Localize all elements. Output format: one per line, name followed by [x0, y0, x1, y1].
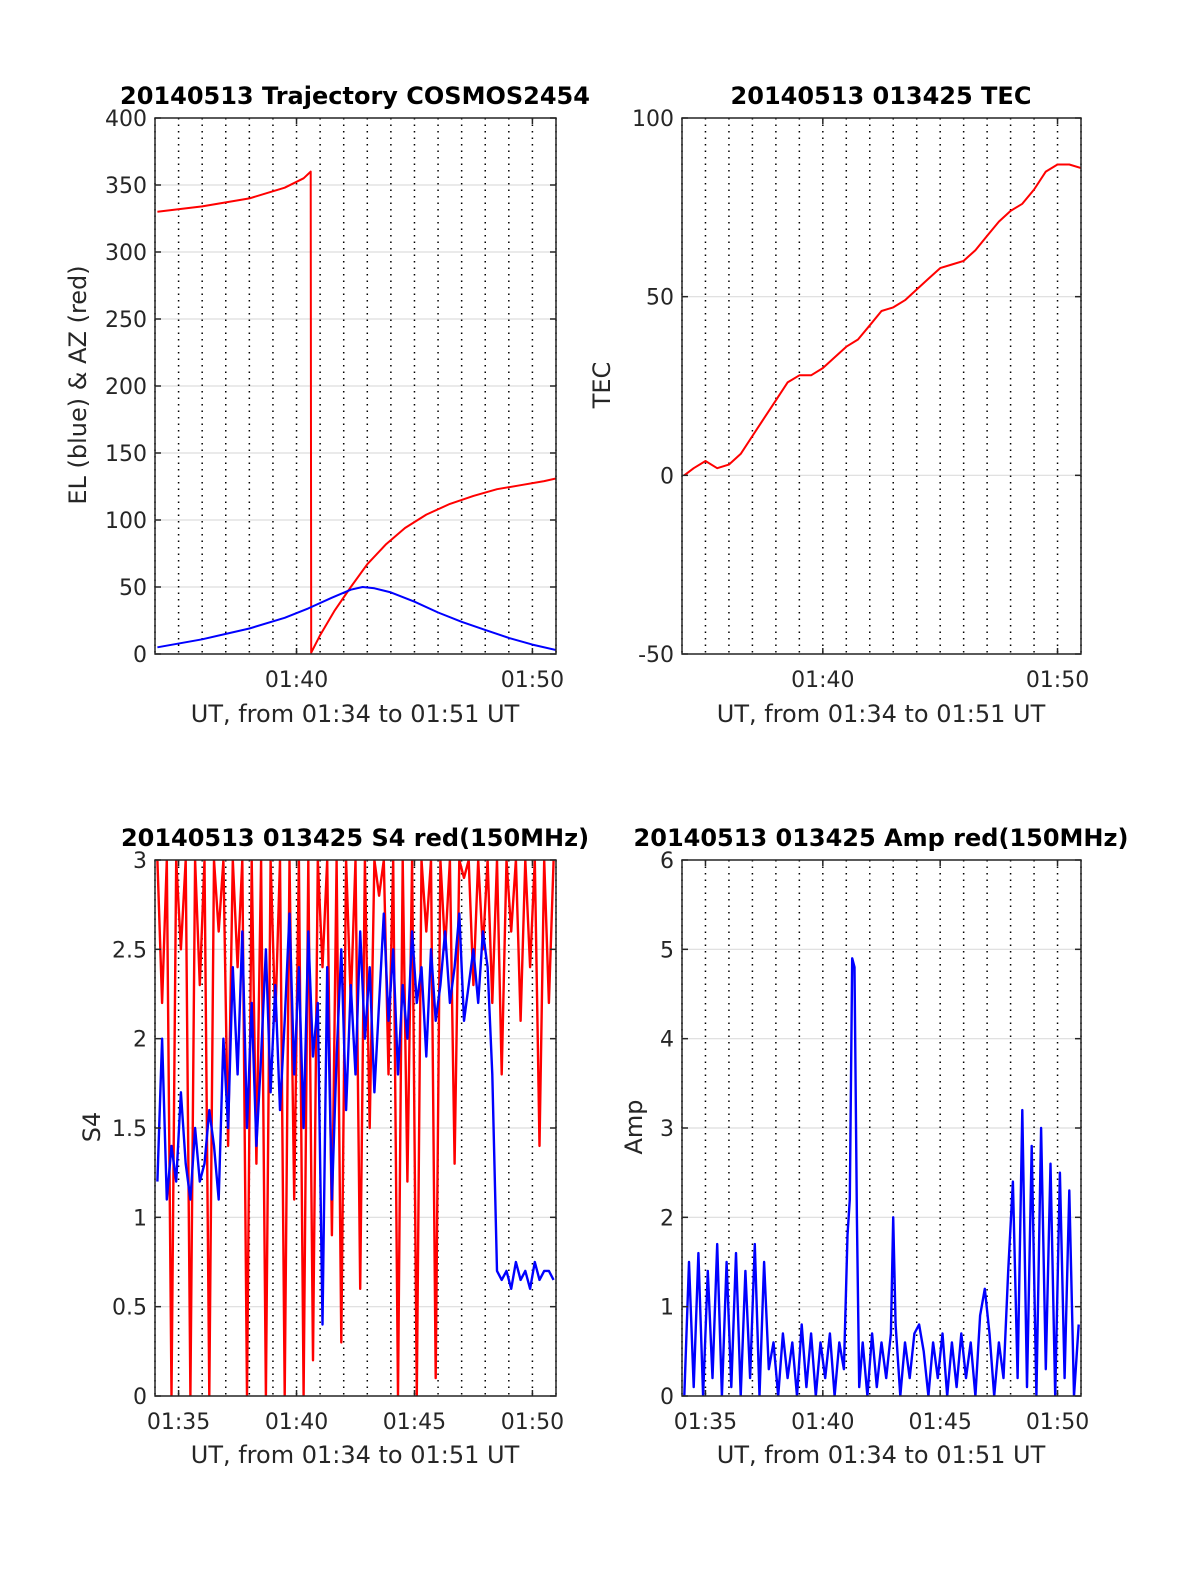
- series-group: [156, 860, 555, 1396]
- y-axis-label: Amp: [620, 1099, 648, 1154]
- y-axis-label: EL (blue) & AZ (red): [64, 265, 92, 504]
- axes-box: [681, 117, 1082, 655]
- plot-area: 0 50 100 150 200 250 300 350 400 01:40 01:50: [105, 107, 564, 693]
- y-tick-label: 100: [105, 509, 147, 534]
- x-axis-label: UT, from 01:34 to 01:51 UT: [191, 700, 520, 728]
- chart-title: 20140513 013425 Amp red(150MHz): [634, 824, 1129, 852]
- chart-title: 20140513 013425 TEC: [731, 82, 1032, 110]
- x-axis-label: UT, from 01:34 to 01:51 UT: [191, 1441, 520, 1469]
- x-axis-label: UT, from 01:34 to 01:51 UT: [717, 1441, 1046, 1469]
- series-line-s4_blue: [156, 912, 555, 1326]
- series-line-el: [157, 586, 556, 651]
- series-line-amp: [683, 957, 1080, 1396]
- series-line-az: [157, 170, 556, 654]
- amp-panel: 20140513 013425 Amp red(150MHz) 01234560…: [620, 824, 1128, 1469]
- chart-title: 20140513 013425 S4 red(150MHz): [121, 824, 589, 852]
- series-group: [683, 163, 1081, 477]
- y-tick-label: 50: [646, 286, 674, 311]
- y-tick-label: -50: [638, 643, 674, 668]
- y-tick-label: 2: [133, 1028, 147, 1053]
- y-tick-label: 3: [660, 1117, 674, 1142]
- x-tick-label: 01:40: [265, 668, 328, 693]
- x-tick-label: 01:35: [674, 1410, 737, 1435]
- y-tick-label: 350: [105, 174, 147, 199]
- x-tick-label: 01:50: [1026, 668, 1089, 693]
- y-tick-label: 3: [133, 849, 147, 874]
- y-tick-label: 1: [660, 1296, 674, 1321]
- x-tick-label: 01:35: [147, 1410, 210, 1435]
- y-tick-label: 0: [660, 1385, 674, 1410]
- y-tick-label: 6: [660, 849, 674, 874]
- y-tick-label: 100: [632, 107, 674, 132]
- x-tick-label: 01:40: [791, 1410, 854, 1435]
- trajectory-panel: 20140513 Trajectory COSMOS2454 0 50 100 150…: [64, 82, 590, 728]
- series-group: [683, 957, 1080, 1396]
- x-tick-label: 01:50: [1026, 1410, 1089, 1435]
- plot-area: -50 0 50 100 01:40 01:50: [632, 107, 1089, 693]
- chart-title: 20140513 Trajectory COSMOS2454: [120, 82, 590, 110]
- y-axis-label: S4: [78, 1112, 106, 1143]
- y-tick-label: 1: [133, 1206, 147, 1231]
- series-line-tec: [683, 163, 1081, 477]
- plot-background: [682, 118, 1081, 654]
- x-tick-label: 01:50: [501, 668, 564, 693]
- y-tick-label: 0: [660, 464, 674, 489]
- x-tick-label: 01:45: [383, 1410, 446, 1435]
- x-tick-label: 01:45: [908, 1410, 971, 1435]
- y-tick-label: 50: [119, 576, 147, 601]
- y-tick-label: 0: [133, 643, 147, 668]
- series-group: [157, 170, 556, 654]
- plot-area: 0 0.5 1 1.5 2 2.5 3 01:35 01:40 01:45 01:50: [112, 849, 564, 1435]
- y-tick-label: 250: [105, 308, 147, 333]
- y-tick-label: 2: [660, 1206, 674, 1231]
- y-tick-label: 5: [660, 938, 674, 963]
- y-tick-label: 4: [660, 1028, 674, 1053]
- y-tick-label: 300: [105, 241, 147, 266]
- x-axis-label: UT, from 01:34 to 01:51 UT: [717, 700, 1046, 728]
- y-tick-label: 0: [133, 1385, 147, 1410]
- y-tick-label: 400: [105, 107, 147, 132]
- y-tick-label: 2.5: [112, 938, 147, 963]
- x-tick-label: 01:50: [501, 1410, 564, 1435]
- y-tick-label: 0.5: [112, 1296, 147, 1321]
- x-tick-label: 01:40: [791, 668, 854, 693]
- y-tick-label: 1.5: [112, 1117, 147, 1142]
- y-tick-label: 150: [105, 442, 147, 467]
- x-tick-label: 01:40: [265, 1410, 328, 1435]
- y-tick-label: 200: [105, 375, 147, 400]
- y-axis-label: TEC: [588, 362, 616, 410]
- s4-panel: 20140513 013425 S4 red(150MHz) 0 0.5 1 1.5 2…: [78, 824, 589, 1469]
- plot-area: 0 1 2 3 4 5 6 01:35 01:40 01:45 01:50: [660, 849, 1089, 1435]
